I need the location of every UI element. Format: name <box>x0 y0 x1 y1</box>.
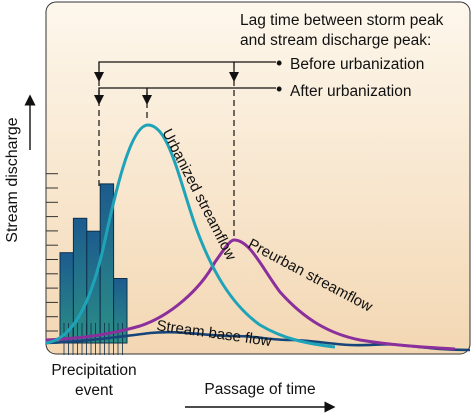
y-axis-ticks <box>46 173 58 332</box>
urbanized-streamflow-curve <box>45 123 336 349</box>
before-bracket-arrowhead-right <box>229 72 239 82</box>
after-legend-bullet: • <box>276 79 282 99</box>
precipitation-label-line-1: Precipitation <box>51 362 136 379</box>
x-axis-label: Passage of time <box>204 381 315 398</box>
preurban-streamflow-curve <box>45 238 456 351</box>
precipitation-bar <box>59 252 74 344</box>
after-urbanization-bracket <box>98 87 148 95</box>
after-bracket-arrowhead-left <box>94 95 104 105</box>
plot-panel <box>45 1 471 355</box>
after-urbanization-label: After urbanization <box>290 83 412 100</box>
precipitation-bars <box>59 183 128 355</box>
precipitation-bar <box>113 278 128 344</box>
after-bracket-arrowhead-right <box>142 95 152 105</box>
y-axis-label: Stream discharge <box>4 117 21 242</box>
before-legend-bullet: • <box>276 53 282 73</box>
title-line-2: and stream discharge peak: <box>240 32 431 49</box>
precipitation-label-line-2: event <box>75 382 114 399</box>
before-urbanization-bracket <box>98 61 235 70</box>
before-bracket-arrowhead-left <box>94 72 104 82</box>
before-urbanization-label: Before urbanization <box>290 56 424 73</box>
title-line-1: Lag time between storm peak <box>240 12 444 29</box>
